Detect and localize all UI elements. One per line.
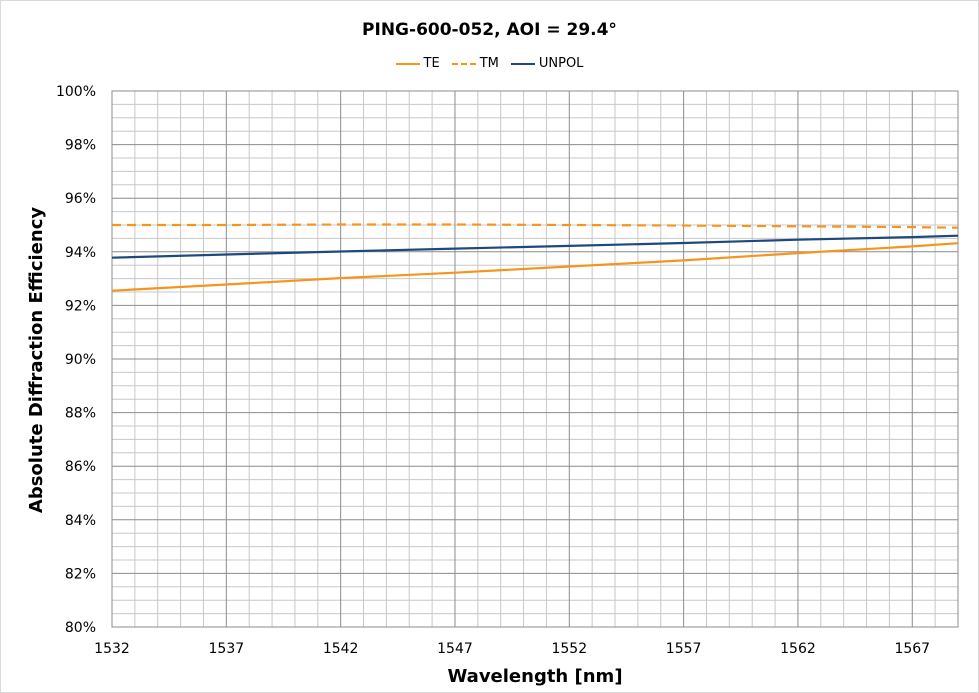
legend-label-tm: TM — [479, 56, 499, 71]
plot-area — [111, 90, 959, 628]
y-tick-label: 96% — [65, 191, 96, 207]
plot-border — [111, 90, 959, 628]
legend-item-unpol: UNPOL — [510, 56, 584, 71]
legend-label-te: TE — [423, 56, 440, 71]
y-tick-label: 98% — [65, 138, 96, 154]
y-tick-label: 86% — [65, 459, 96, 475]
x-tick-label: 1547 — [437, 641, 473, 657]
y-tick-labels: 80% 82% 84% 86% 88% 90% 92% 94% 96% 98% 100% — [56, 84, 96, 636]
legend-swatch-tm — [451, 62, 476, 65]
legend-item-tm: TM — [451, 56, 499, 71]
x-tick-label: 1552 — [551, 641, 587, 657]
series-line-te — [111, 242, 959, 292]
legend-swatch-unpol — [510, 62, 535, 65]
y-tick-label: 82% — [65, 566, 96, 582]
x-tick-label: 1567 — [894, 641, 930, 657]
legend-item-te: TE — [395, 56, 440, 71]
legend-swatch-te — [395, 62, 420, 65]
y-axis-label: Absolute Diffraction Efficiency — [26, 207, 47, 513]
y-tick-label: 84% — [65, 513, 96, 529]
x-tick-label: 1537 — [209, 641, 245, 657]
x-axis-label: Wavelength [nm] — [447, 666, 622, 687]
y-tick-label: 90% — [65, 352, 96, 368]
x-tick-label: 1557 — [666, 641, 702, 657]
series-line-tm — [112, 223, 959, 229]
y-tick-label: 100% — [56, 84, 96, 100]
x-tick-label: 1562 — [780, 641, 816, 657]
legend-label-unpol: UNPOL — [538, 56, 584, 71]
series-line-unpol — [111, 234, 959, 259]
chart-title: PING-600-052, AOI = 29.4° — [362, 20, 617, 40]
y-tick-label: 94% — [65, 245, 96, 261]
x-tick-labels: 1532 1537 1542 1547 1552 1557 1562 1567 — [94, 641, 930, 657]
y-tick-label: 80% — [65, 620, 96, 636]
y-tick-label: 92% — [65, 298, 96, 314]
x-tick-label: 1532 — [94, 641, 130, 657]
legend: TE TM UNPOL — [0, 56, 979, 71]
y-tick-label: 88% — [65, 406, 96, 422]
series-layer — [111, 223, 959, 292]
x-tick-label: 1542 — [323, 641, 359, 657]
